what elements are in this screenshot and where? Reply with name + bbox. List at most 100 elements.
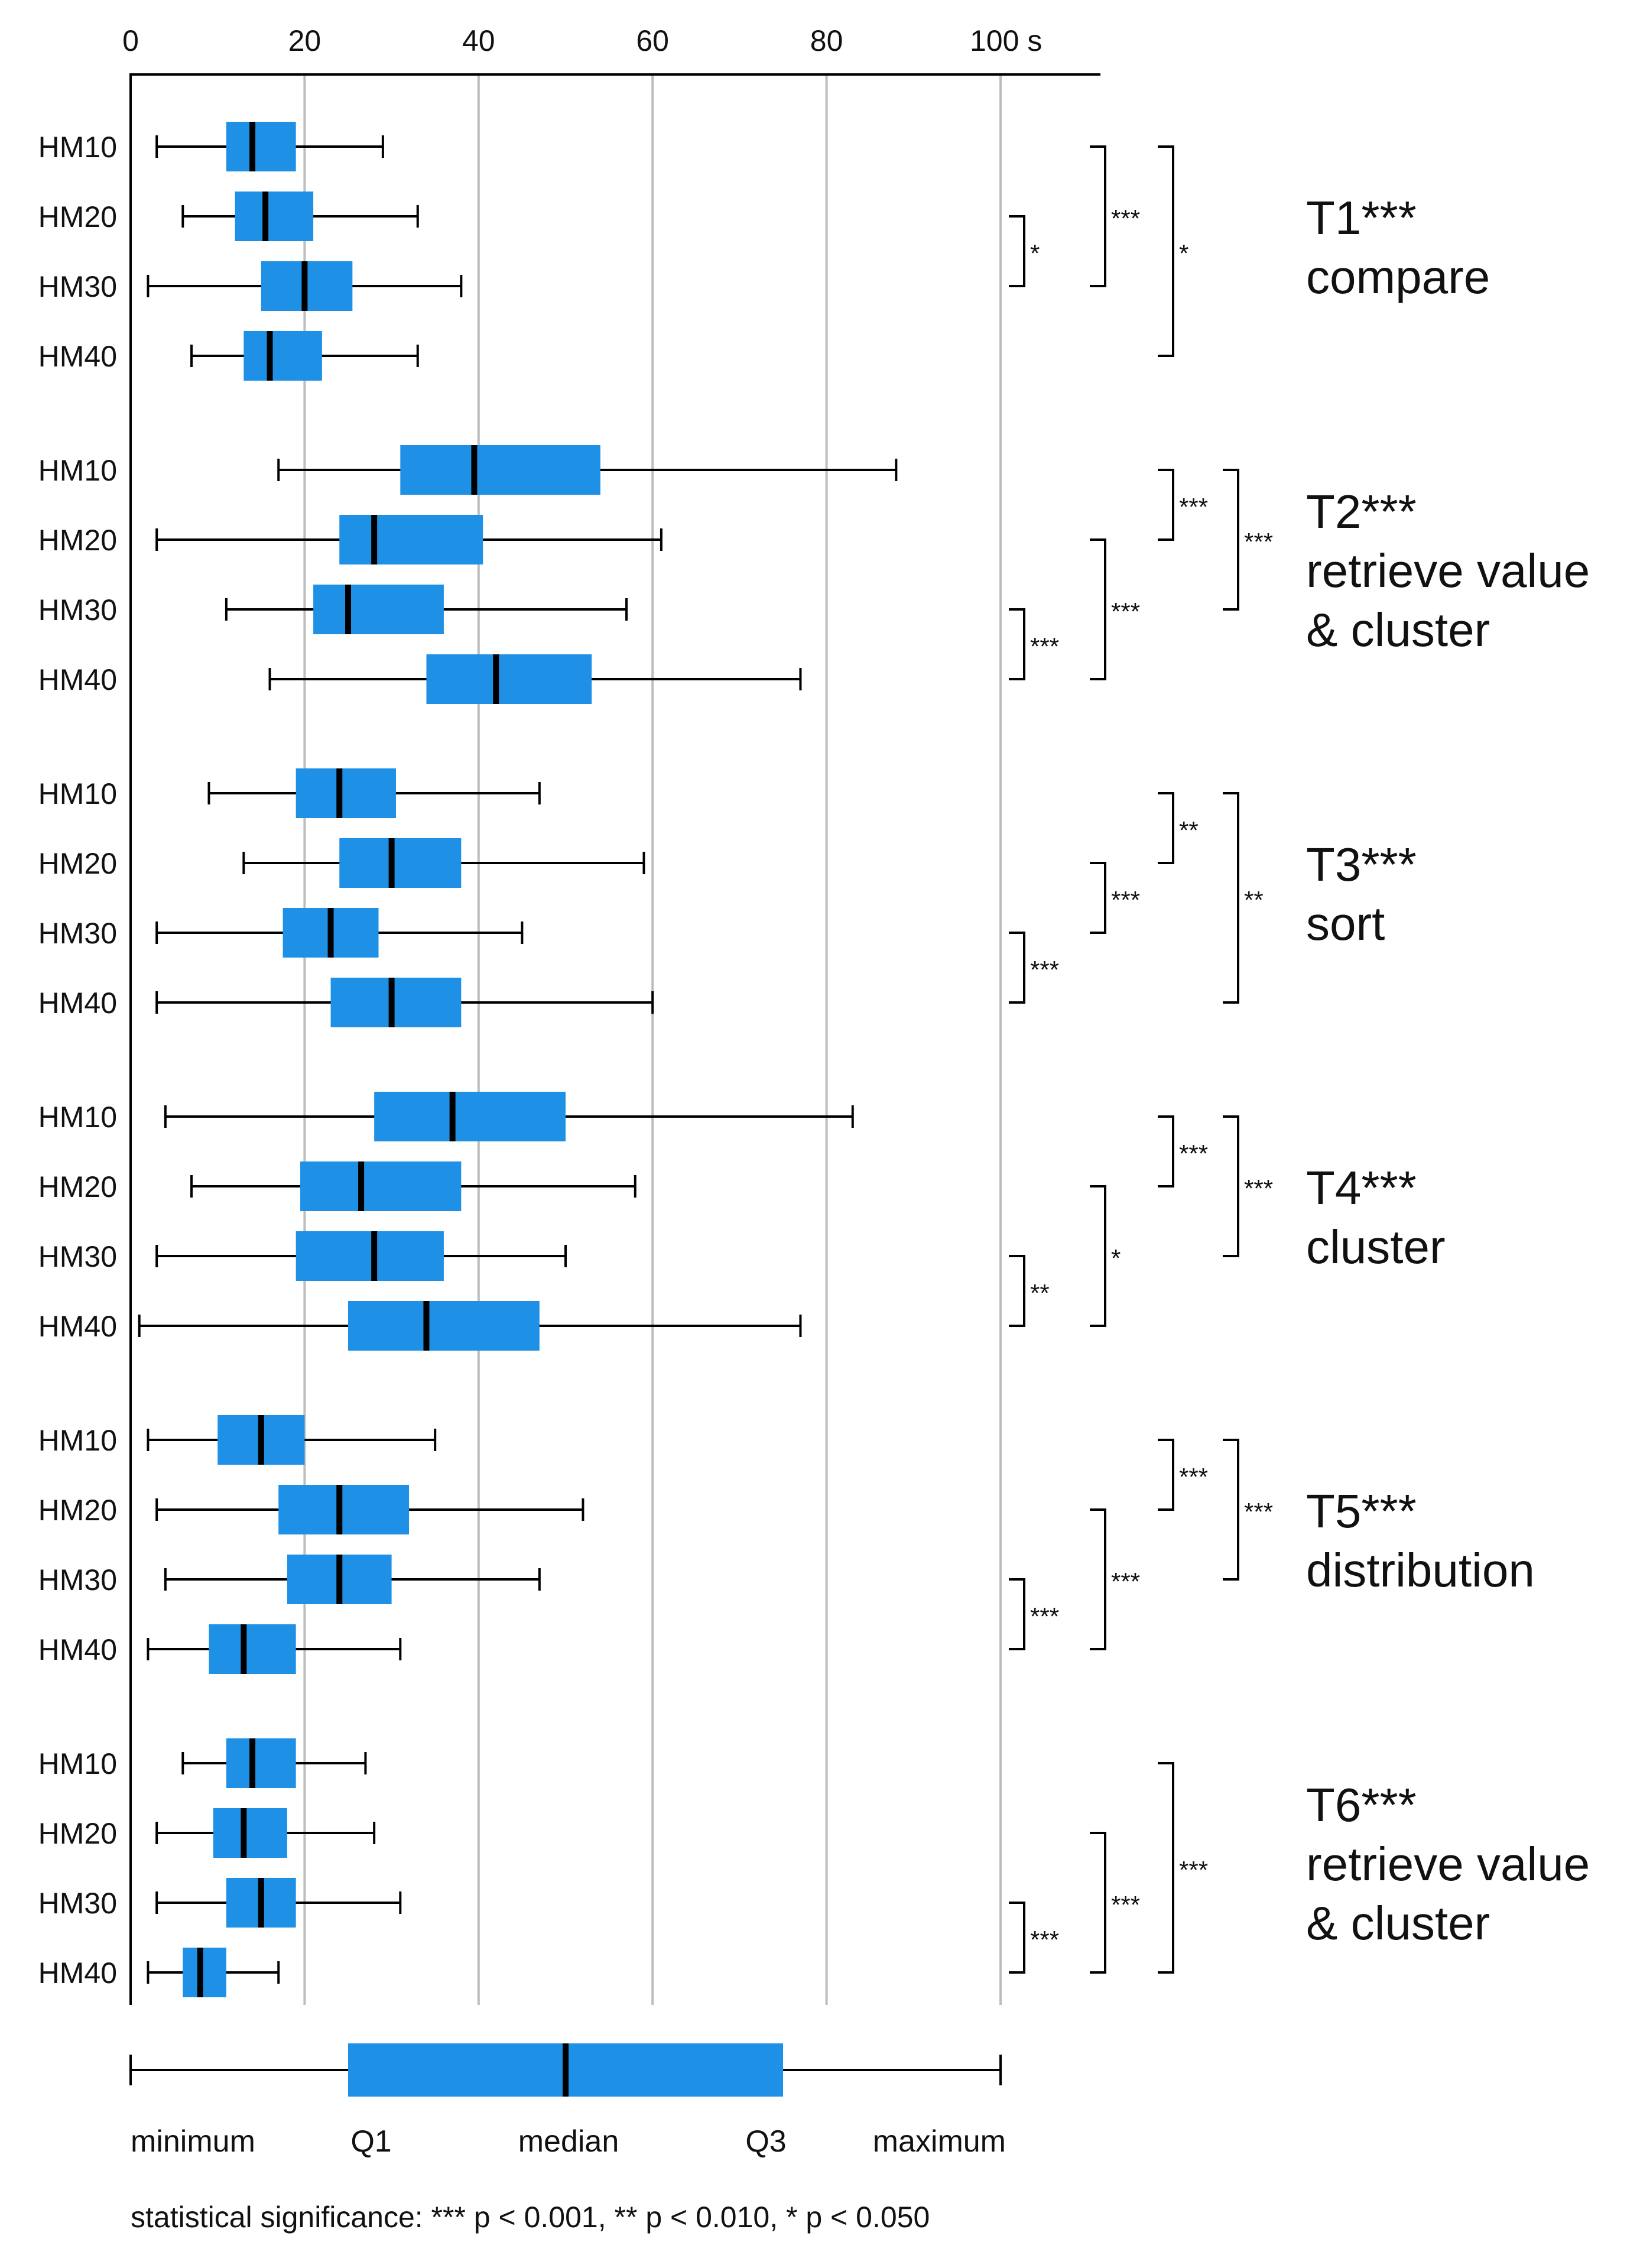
iqr-box xyxy=(226,122,296,171)
condition-label: HM10 xyxy=(38,131,117,164)
significance-stars: *** xyxy=(1030,1602,1059,1630)
significance-stars: *** xyxy=(1111,1568,1140,1595)
task-labels: T1*** compare T2*** retrieve value & cluster… xyxy=(1306,192,1590,1949)
significance-stars: *** xyxy=(1030,632,1059,660)
significance-stars: *** xyxy=(1179,1140,1208,1167)
iqr-box xyxy=(278,1485,410,1534)
task-description: cluster xyxy=(1306,1221,1446,1273)
task-description: retrieve value xyxy=(1306,1838,1590,1890)
legend-label: minimum xyxy=(131,2124,255,2159)
condition-label: HM30 xyxy=(38,1887,117,1920)
significance-stars: *** xyxy=(1244,1174,1273,1202)
iqr-box xyxy=(295,1231,444,1281)
task-title: T4*** xyxy=(1306,1161,1417,1214)
condition-label: HM30 xyxy=(38,917,117,950)
significance-stars: ** xyxy=(1244,886,1264,914)
significance-stars: *** xyxy=(1244,528,1273,556)
significance-stars: *** xyxy=(1244,1498,1273,1526)
task-description: retrieve value xyxy=(1306,544,1590,597)
significance-brackets: ****************************************… xyxy=(1009,145,1273,1974)
condition-label: HM20 xyxy=(38,1817,117,1850)
condition-label: HM30 xyxy=(38,1240,117,1273)
x-tick-label: 40 xyxy=(462,24,495,57)
significance-bracket xyxy=(1223,792,1239,1004)
iqr-box xyxy=(339,838,462,888)
condition-label: HM10 xyxy=(38,777,117,810)
iqr-box xyxy=(400,445,600,495)
condition-label: HM10 xyxy=(38,1101,117,1134)
iqr-box xyxy=(339,515,483,564)
significance-stars: *** xyxy=(1111,1891,1140,1919)
significance-bracket xyxy=(1158,792,1174,864)
x-tick-label: 100 s xyxy=(970,24,1042,57)
significance-stars: *** xyxy=(1030,956,1059,984)
significance-bracket xyxy=(1090,1508,1106,1650)
significance-bracket xyxy=(1158,1439,1174,1511)
significance-bracket xyxy=(1009,932,1025,1004)
condition-label: HM40 xyxy=(38,987,117,1020)
condition-label: HM30 xyxy=(38,593,117,627)
task-title: T6*** xyxy=(1306,1779,1417,1831)
condition-label: HM30 xyxy=(38,1563,117,1597)
task-description: sort xyxy=(1306,897,1385,950)
condition-label: HM30 xyxy=(38,270,117,303)
box-plots xyxy=(138,122,898,1997)
significance-stars: *** xyxy=(1111,598,1140,625)
condition-label: HM20 xyxy=(38,1494,117,1527)
iqr-box xyxy=(243,331,322,381)
x-tick-label: 80 xyxy=(810,24,843,57)
significance-stars: *** xyxy=(1111,886,1140,914)
significance-stars: *** xyxy=(1179,493,1208,521)
task-description: compare xyxy=(1306,251,1490,303)
x-tick-label: 0 xyxy=(122,24,139,57)
iqr-box xyxy=(313,585,444,634)
condition-label: HM10 xyxy=(38,1424,117,1457)
significance-stars: * xyxy=(1179,239,1188,267)
condition-label: HM20 xyxy=(38,524,117,557)
significance-bracket xyxy=(1009,1255,1025,1327)
condition-label: HM10 xyxy=(38,1747,117,1780)
footnote: statistical significance: *** p < 0.001,… xyxy=(131,2201,930,2234)
iqr-box xyxy=(348,1301,540,1351)
condition-label: HM40 xyxy=(38,1310,117,1343)
significance-bracket xyxy=(1158,1762,1174,1974)
condition-label: HM40 xyxy=(38,663,117,696)
significance-bracket xyxy=(1090,145,1106,287)
significance-stars: * xyxy=(1030,239,1040,267)
significance-bracket xyxy=(1223,469,1239,611)
task-description: & cluster xyxy=(1306,1897,1490,1949)
grid-lines xyxy=(303,76,1002,2005)
task-description: & cluster xyxy=(1306,603,1490,656)
iqr-box xyxy=(209,1624,296,1674)
iqr-box xyxy=(226,1738,296,1788)
axes: 0 20 40 60 80 100 s xyxy=(122,24,1100,2005)
legend-label: Q3 xyxy=(745,2124,786,2159)
task-description: distribution xyxy=(1306,1544,1535,1597)
significance-stars: ** xyxy=(1179,816,1199,844)
significance-stars: *** xyxy=(1030,1926,1059,1954)
legend-label: maximum xyxy=(873,2124,1006,2159)
iqr-box xyxy=(426,654,592,704)
iqr-box xyxy=(213,1808,287,1858)
significance-bracket xyxy=(1009,608,1025,680)
condition-label: HM10 xyxy=(38,454,117,487)
significance-bracket xyxy=(1158,145,1174,357)
significance-bracket xyxy=(1090,538,1106,680)
category-labels: HM10 HM20 HM30 HM40 HM10 HM20 HM30 HM40 HM10 HM20… xyxy=(38,131,117,1990)
significance-bracket xyxy=(1158,469,1174,541)
condition-label: HM40 xyxy=(38,1633,117,1666)
condition-label: HM20 xyxy=(38,200,117,233)
significance-bracket xyxy=(1009,1902,1025,1974)
significance-bracket xyxy=(1158,1115,1174,1187)
condition-label: HM20 xyxy=(38,847,117,880)
task-title: T2*** xyxy=(1306,485,1417,538)
significance-bracket xyxy=(1223,1439,1239,1581)
condition-label: HM20 xyxy=(38,1170,117,1203)
x-tick-label: 20 xyxy=(288,24,321,57)
task-title: T5*** xyxy=(1306,1485,1417,1537)
significance-bracket xyxy=(1009,1578,1025,1650)
legend-label: Q1 xyxy=(350,2124,391,2159)
task-title: T1*** xyxy=(1306,192,1417,244)
significance-stars: * xyxy=(1111,1244,1121,1272)
